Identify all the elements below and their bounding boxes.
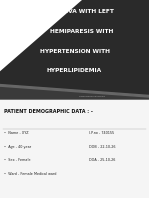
Text: 05) CVA WITH LEFT: 05) CVA WITH LEFT	[51, 9, 113, 14]
Bar	[0, 99, 149, 198]
Text: DOB - 22-10-26: DOB - 22-10-26	[89, 145, 116, 148]
Text: TOMLINSON LEARNING: TOMLINSON LEARNING	[79, 95, 105, 97]
Text: HEMIPARESIS WITH: HEMIPARESIS WITH	[50, 29, 114, 34]
Text: PATIENT DEMOGRAPHIC DATA : -: PATIENT DEMOGRAPHIC DATA : -	[4, 109, 93, 114]
Text: •  Name - XYZ: • Name - XYZ	[4, 131, 29, 135]
Polygon shape	[0, 0, 82, 71]
Bar	[0, 0, 149, 99]
Text: HYPERLIPIDEMIA: HYPERLIPIDEMIA	[47, 68, 102, 73]
Text: •  Sex - Female: • Sex - Female	[4, 158, 31, 162]
Text: •  Ward - Female Medical ward: • Ward - Female Medical ward	[4, 172, 57, 176]
Text: •  Age - 40 year: • Age - 40 year	[4, 145, 32, 148]
Text: HYPERTENSION WITH: HYPERTENSION WITH	[39, 49, 110, 53]
Text: DOA - 25-10-26: DOA - 25-10-26	[89, 158, 116, 162]
Text: I.P.no - 740155: I.P.no - 740155	[89, 131, 115, 135]
